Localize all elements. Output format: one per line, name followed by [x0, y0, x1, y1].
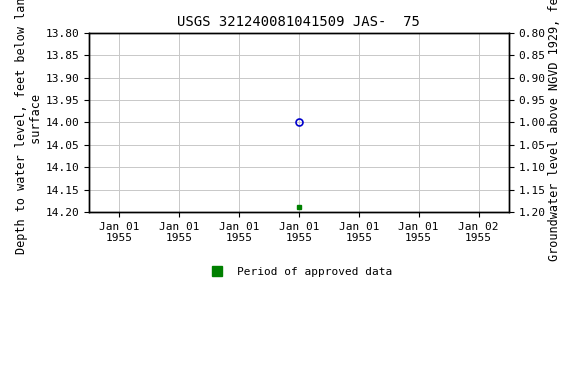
Legend: Period of approved data: Period of approved data — [201, 263, 396, 281]
Y-axis label: Groundwater level above NGVD 1929, feet: Groundwater level above NGVD 1929, feet — [548, 0, 561, 262]
Y-axis label: Depth to water level, feet below land
 surface: Depth to water level, feet below land su… — [15, 0, 43, 254]
Title: USGS 321240081041509 JAS-  75: USGS 321240081041509 JAS- 75 — [177, 15, 420, 29]
